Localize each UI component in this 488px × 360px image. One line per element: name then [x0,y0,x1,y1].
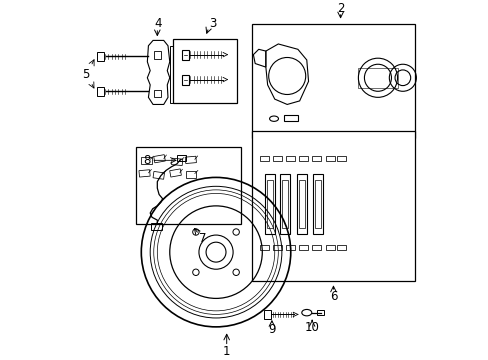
Bar [260,156,268,161]
Bar [281,180,288,228]
Bar [251,131,414,280]
Bar [280,174,289,234]
Bar [260,245,268,250]
Bar [312,174,322,234]
Bar [182,50,188,60]
Bar [154,90,161,97]
Bar [299,245,307,250]
Bar [185,156,196,163]
Bar [153,155,165,163]
Bar [136,147,241,224]
Bar [317,310,323,315]
Text: 6: 6 [329,290,337,303]
Bar [251,24,414,138]
Bar [337,245,346,250]
Bar [177,155,185,161]
Bar [97,52,104,61]
Bar [312,156,321,161]
Bar [325,156,334,161]
Bar [285,245,294,250]
Bar [272,156,281,161]
Bar [182,75,188,85]
Bar [312,245,321,250]
Bar [151,223,162,230]
Bar [266,180,273,228]
Bar [154,51,161,59]
Bar [325,245,334,250]
Bar [169,169,181,177]
Bar [169,46,173,103]
Text: 1: 1 [223,345,230,357]
Bar [337,156,346,161]
Bar [171,158,183,166]
Text: 5: 5 [82,68,90,81]
Bar [272,245,281,250]
Bar [264,174,275,234]
Text: 2: 2 [336,2,344,15]
Bar [299,156,307,161]
Bar [284,115,297,121]
Text: 4: 4 [154,17,162,30]
Bar [297,174,306,234]
Bar [97,87,104,95]
Bar [141,157,152,163]
Bar [185,171,196,178]
Bar [153,171,164,179]
Bar [358,68,397,88]
Bar [285,156,294,161]
Bar [139,170,150,177]
Bar [314,180,320,228]
Text: 9: 9 [267,323,275,336]
Text: 3: 3 [208,17,216,30]
Bar [298,180,305,228]
Bar [173,39,237,103]
Bar [264,310,271,319]
Text: 8: 8 [142,154,150,167]
Text: 10: 10 [304,321,319,334]
Text: 7: 7 [199,232,206,245]
